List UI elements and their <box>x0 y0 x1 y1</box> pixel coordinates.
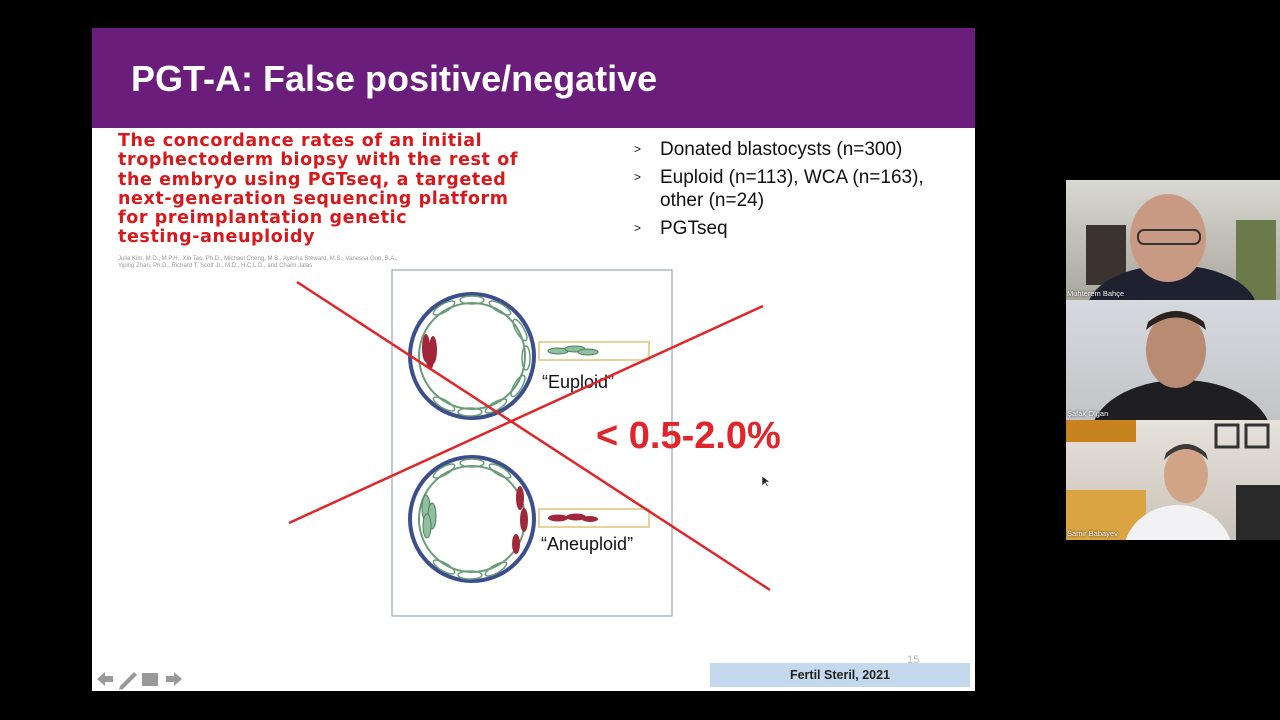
diagram-label: “Aneuploid” <box>541 534 633 554</box>
article-title-line: the embryo using PGTseq, a targeted <box>118 169 507 190</box>
participant-name: Şafak Olgan <box>1067 409 1109 418</box>
prev-button[interactable] <box>97 672 113 686</box>
video-feed <box>1066 420 1280 540</box>
participant-name: Muhterem Bahçe <box>1067 289 1125 298</box>
video-feed <box>1086 194 1276 300</box>
article-title-line: trophectoderm biopsy with the rest of <box>118 150 519 171</box>
video-feed <box>1094 311 1268 420</box>
bullet: PGTseq <box>632 217 972 240</box>
slide-controls[interactable] <box>94 667 194 691</box>
video-tile: Muhterem Bahçe <box>1066 180 1280 300</box>
slide: PGT-A: False positive/negative The conco… <box>92 28 975 691</box>
slide-header: PGT-A: False positive/negative <box>92 28 975 128</box>
video-tile: Şafak Olgan <box>1066 300 1280 420</box>
highlight-figure: < 0.5-2.0% <box>596 415 781 457</box>
next-button[interactable] <box>166 672 182 686</box>
article-title-line: The concordance rates of an initial <box>118 131 483 151</box>
menu-button[interactable] <box>142 673 158 686</box>
bullet: Donated blastocysts (n=300) <box>632 138 972 161</box>
citation: Fertil Steril, 2021 <box>710 663 970 687</box>
video-tile: Samir Babayev <box>1066 420 1280 540</box>
bullet: Euploid (n=113), WCA (n=163), other (n=2… <box>632 166 972 212</box>
article-title-line: testing-aneuploidy <box>118 227 316 248</box>
diagram-label: “Euploid” <box>542 372 614 392</box>
cross-line <box>288 304 764 525</box>
slide-title: PGT-A: False positive/negative <box>131 58 658 99</box>
participant-name: Samir Babayev <box>1067 529 1118 538</box>
bullet-list: Donated blastocysts (n=300) Euploid (n=1… <box>632 138 972 245</box>
cross-line <box>296 280 771 592</box>
pen-button[interactable] <box>119 672 137 690</box>
diagram-frame <box>391 269 673 617</box>
embryo-aneuploid <box>408 455 650 583</box>
authors-line: Julia Kim, M.D., M.P.H., Xin Tao, Ph.D.,… <box>118 256 398 262</box>
embryo-euploid <box>408 292 650 420</box>
authors-line: Yiping Zhan, Ph.D., Richard T. Scott Jr.… <box>118 263 313 269</box>
article-title: The concordance rates of an initial trop… <box>118 131 519 248</box>
article-title-line: next-generation sequencing platform <box>118 188 509 209</box>
diagram: “Euploid” “Aneuploid” < 0.5-2.0% <box>288 269 781 617</box>
authors: Julia Kim, M.D., M.P.H., Xin Tao, Ph.D.,… <box>118 256 398 270</box>
mouse-cursor <box>761 475 771 488</box>
article-title-line: for preimplantation genetic <box>118 208 408 229</box>
